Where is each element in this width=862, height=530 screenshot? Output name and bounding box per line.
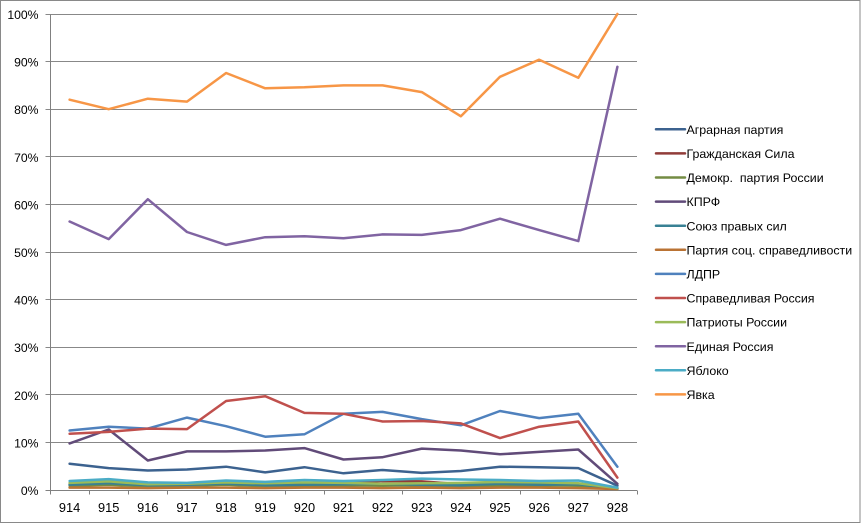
svg-text:Справедливая Россия: Справедливая Россия: [687, 292, 815, 306]
svg-text:927: 927: [568, 500, 589, 515]
svg-text:100%: 100%: [7, 8, 38, 22]
svg-text:ЛДПР: ЛДПР: [687, 268, 721, 282]
svg-text:Явка: Явка: [687, 388, 715, 402]
svg-text:Аграрная партия: Аграрная партия: [687, 123, 784, 137]
svg-text:916: 916: [137, 500, 158, 515]
svg-text:Партия соц. справедливости: Партия соц. справедливости: [687, 243, 853, 257]
svg-text:922: 922: [372, 500, 393, 515]
svg-text:КПРФ: КПРФ: [687, 195, 721, 209]
svg-text:Патриоты России: Патриоты России: [687, 316, 788, 330]
svg-text:60%: 60%: [14, 198, 39, 212]
svg-text:920: 920: [294, 500, 315, 515]
svg-text:80%: 80%: [14, 103, 39, 117]
svg-text:926: 926: [529, 500, 550, 515]
svg-text:923: 923: [411, 500, 432, 515]
svg-text:925: 925: [489, 500, 510, 515]
svg-text:70%: 70%: [14, 151, 39, 165]
svg-text:10%: 10%: [14, 436, 39, 450]
svg-text:921: 921: [333, 500, 354, 515]
svg-text:20%: 20%: [14, 389, 39, 403]
svg-text:Демокр. партия России: Демокр. партия России: [687, 171, 824, 185]
svg-text:917: 917: [176, 500, 197, 515]
svg-text:Единая Россия: Единая Россия: [687, 340, 774, 354]
svg-text:918: 918: [215, 500, 236, 515]
svg-text:914: 914: [59, 500, 80, 515]
svg-text:Яблоко: Яблоко: [687, 364, 729, 378]
svg-text:30%: 30%: [14, 341, 39, 355]
svg-text:Союз правых сил: Союз правых сил: [687, 219, 787, 233]
svg-text:915: 915: [98, 500, 119, 515]
svg-text:924: 924: [450, 500, 471, 515]
svg-text:0%: 0%: [21, 484, 39, 498]
svg-text:40%: 40%: [14, 294, 39, 308]
svg-text:Гражданская Сила: Гражданская Сила: [687, 147, 795, 161]
svg-text:919: 919: [255, 500, 276, 515]
svg-text:50%: 50%: [14, 246, 39, 260]
svg-text:90%: 90%: [14, 56, 39, 70]
svg-text:928: 928: [607, 500, 628, 515]
